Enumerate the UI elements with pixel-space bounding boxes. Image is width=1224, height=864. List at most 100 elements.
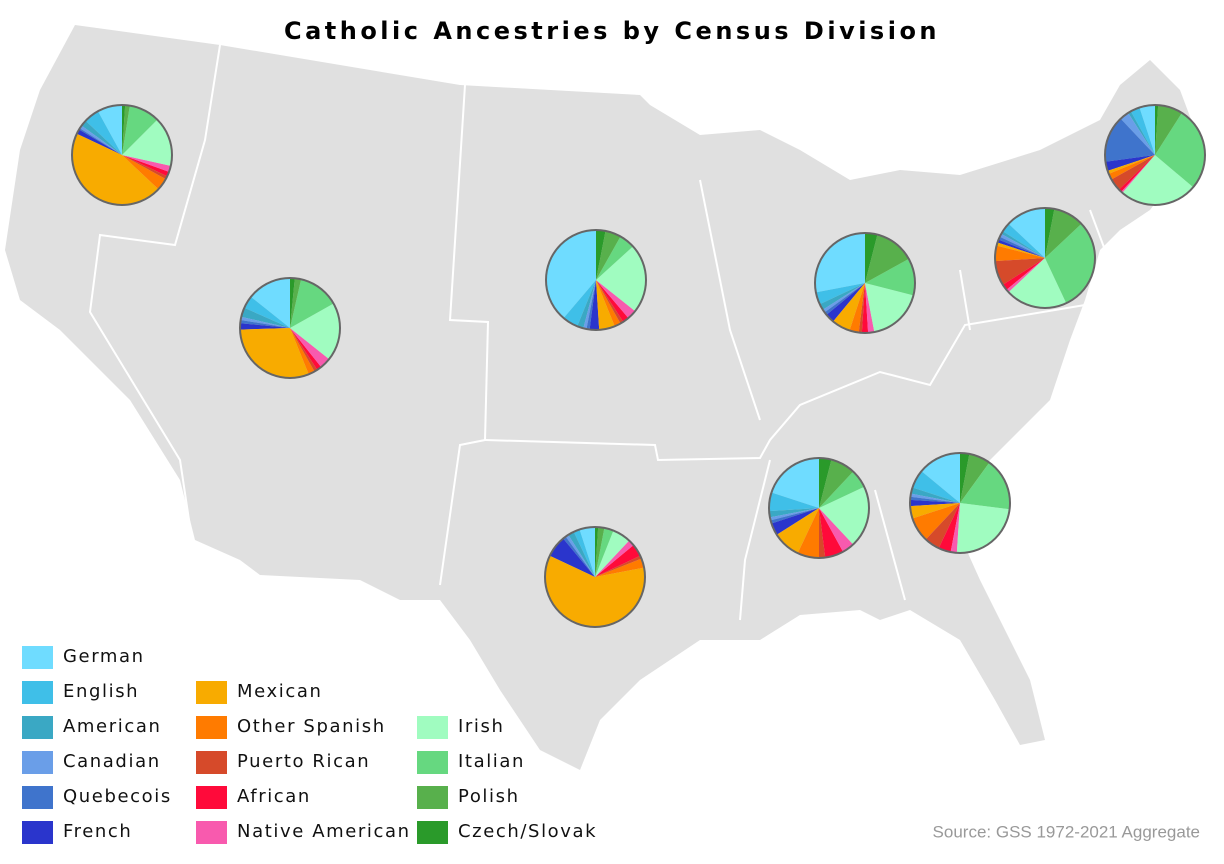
pie-slice: [563, 280, 596, 327]
pie-slice: [240, 320, 290, 328]
pie-slice: [1108, 155, 1155, 180]
chart-title: Catholic Ancestries by Census Division: [284, 17, 940, 45]
legend-swatch: [22, 751, 53, 774]
pie-slice: [1120, 112, 1155, 155]
pie-slice: [596, 280, 615, 330]
legend-label: French: [63, 821, 132, 842]
pie-slice: [865, 234, 909, 283]
pie-slice: [596, 246, 646, 312]
pie-slice: [826, 283, 865, 322]
pie-slice: [1002, 258, 1045, 290]
pie-slice: [290, 278, 302, 328]
pie-slice: [769, 508, 819, 521]
pie-slice: [1002, 223, 1045, 258]
pie-slice: [921, 453, 960, 503]
pie-slice: [1001, 231, 1045, 258]
pie-outline: [239, 277, 341, 379]
pie-slice: [1105, 118, 1155, 162]
pie-slice: [565, 534, 595, 577]
pie-slice: [596, 230, 606, 280]
legend-swatch: [196, 786, 227, 809]
pie-slice: [925, 503, 960, 549]
pie-slice: [568, 531, 595, 577]
border: [88, 44, 221, 541]
legend-swatch: [22, 821, 53, 844]
pie-slice: [771, 508, 819, 535]
pie-outline: [1104, 104, 1206, 206]
pie-slice: [861, 283, 869, 334]
pie-slice: [819, 508, 826, 558]
pie-slice: [819, 486, 869, 545]
pie-slice: [241, 307, 290, 328]
legend-label: African: [237, 786, 311, 807]
pie-slice: [596, 280, 629, 322]
pie-slice: [122, 119, 173, 166]
pie-outline: [814, 232, 916, 334]
pie-slice: [1045, 208, 1082, 258]
legend-swatch: [22, 681, 53, 704]
pie-slice: [79, 125, 122, 155]
pie-outline: [71, 104, 173, 206]
pie-slice: [573, 529, 595, 577]
pie-slice: [814, 233, 865, 293]
pie-slice: [865, 283, 875, 333]
pie-slice: [950, 503, 960, 553]
pie-slice: [1155, 105, 1182, 155]
pie-slice: [122, 155, 168, 180]
pie-slice: [290, 303, 341, 360]
pie-slice: [1155, 112, 1205, 188]
pie-slice: [910, 493, 960, 503]
pie-slice: [596, 230, 621, 280]
pie-slice: [577, 280, 596, 329]
pie-slice: [122, 155, 166, 190]
pie-outline: [909, 452, 1011, 554]
pie-slice: [595, 545, 641, 577]
legend-swatch: [196, 821, 227, 844]
pie-slice: [1111, 155, 1155, 190]
pie-slice: [769, 492, 819, 512]
pie-slice: [122, 155, 171, 172]
pie-slice: [595, 555, 642, 577]
pie-outline: [545, 229, 647, 331]
division-borders: [88, 44, 1106, 621]
pie-slice: [910, 503, 960, 519]
legend-label: American: [63, 716, 161, 737]
pie-slice: [769, 508, 819, 518]
legend-label: Czech/Slovak: [458, 821, 597, 842]
pie-slice: [1045, 223, 1095, 304]
pie-slice: [240, 316, 290, 328]
pie-slice: [771, 458, 819, 508]
border: [439, 84, 490, 586]
pie-outline: [994, 207, 1096, 309]
pie-slice: [240, 323, 290, 330]
pie-slice: [596, 280, 636, 319]
pie-slice: [563, 536, 595, 577]
pie-slice: [997, 239, 1045, 258]
pie-slice: [770, 508, 819, 524]
source-note: Source: GSS 1972-2021 Aggregate: [933, 822, 1200, 841]
pie-slice: [819, 471, 865, 508]
legend-label: Irish: [458, 716, 505, 737]
pie-slice: [1105, 155, 1155, 171]
pie-slice: [589, 280, 600, 330]
pie-slice: [938, 503, 960, 553]
pie-slice: [1045, 208, 1055, 258]
legend-swatch: [417, 716, 448, 739]
legend-swatch: [196, 751, 227, 774]
pie-slice: [290, 328, 315, 375]
pie-slice: [595, 530, 630, 577]
pie-slice: [71, 133, 159, 206]
pie-slice: [1107, 155, 1155, 174]
pie-slice: [596, 280, 621, 327]
pie-slice: [858, 283, 865, 333]
legend-label: Quebecois: [63, 786, 172, 807]
legend-swatch: [417, 786, 448, 809]
pie-slice: [960, 453, 990, 503]
pie-slice: [583, 280, 596, 330]
pie-slice: [546, 230, 596, 319]
pie-slice: [822, 283, 865, 313]
pie-slice: [819, 508, 854, 552]
pie-slice: [995, 258, 1045, 285]
pie-slice: [865, 258, 915, 296]
